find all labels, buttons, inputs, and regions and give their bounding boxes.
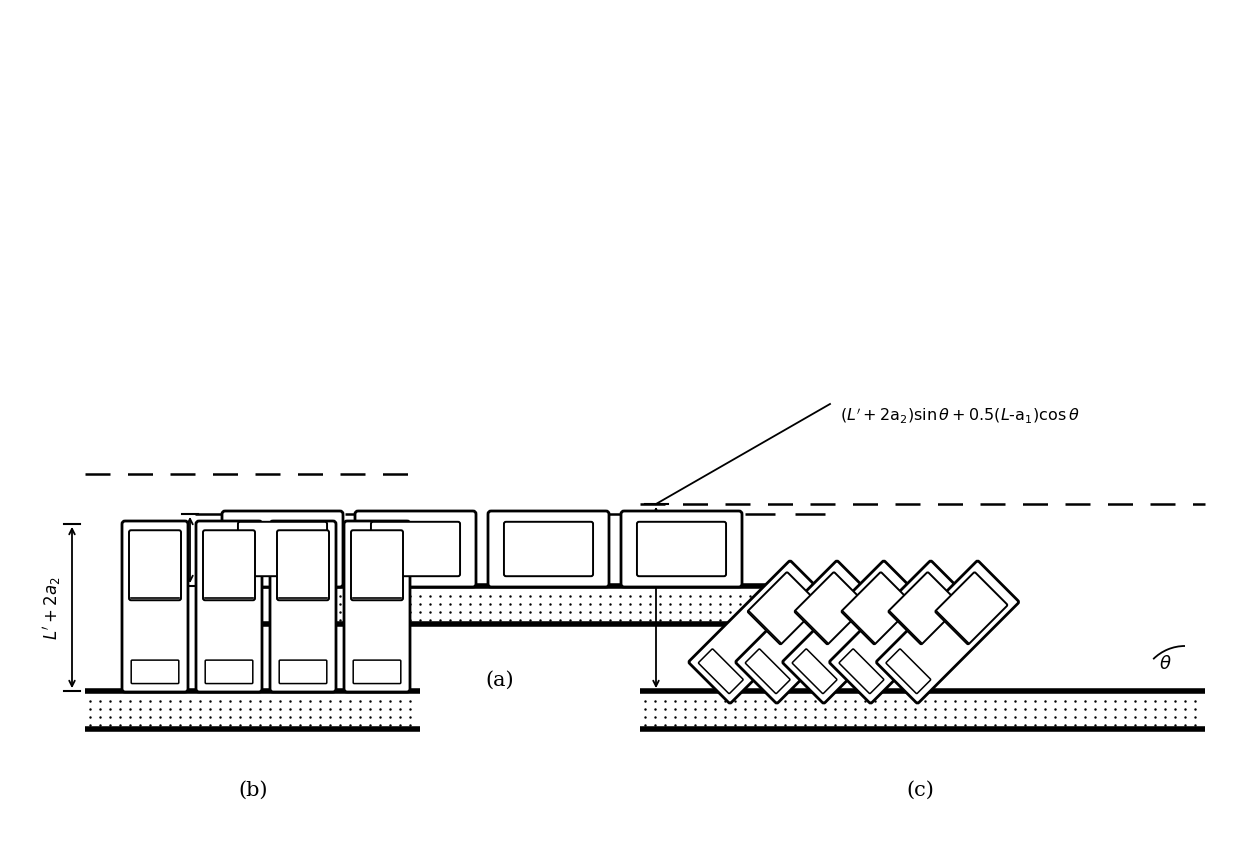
FancyBboxPatch shape: [131, 660, 179, 684]
Text: (b): (b): [238, 780, 268, 798]
FancyBboxPatch shape: [503, 522, 593, 576]
FancyBboxPatch shape: [887, 649, 931, 694]
Bar: [640, 691, 1205, 729]
Text: $L^{\prime}+2a_2$: $L^{\prime}+2a_2$: [41, 576, 63, 640]
FancyBboxPatch shape: [222, 511, 343, 587]
FancyBboxPatch shape: [839, 649, 884, 694]
FancyBboxPatch shape: [621, 511, 742, 587]
FancyBboxPatch shape: [196, 522, 262, 692]
Bar: [195, 587, 835, 625]
FancyBboxPatch shape: [371, 522, 460, 576]
FancyBboxPatch shape: [129, 531, 181, 601]
FancyBboxPatch shape: [279, 660, 327, 684]
FancyBboxPatch shape: [842, 573, 914, 645]
FancyBboxPatch shape: [689, 561, 831, 703]
FancyBboxPatch shape: [935, 573, 1007, 645]
FancyBboxPatch shape: [830, 561, 972, 703]
FancyBboxPatch shape: [238, 522, 327, 576]
Text: (c): (c): [906, 780, 934, 798]
FancyBboxPatch shape: [877, 561, 1018, 703]
FancyBboxPatch shape: [795, 573, 867, 645]
FancyBboxPatch shape: [698, 649, 743, 694]
FancyBboxPatch shape: [748, 573, 820, 645]
Text: $L+a_1$: $L+a_1$: [157, 527, 179, 575]
FancyBboxPatch shape: [792, 649, 837, 694]
FancyBboxPatch shape: [205, 660, 253, 684]
FancyBboxPatch shape: [637, 522, 727, 576]
FancyBboxPatch shape: [351, 531, 403, 601]
FancyBboxPatch shape: [782, 561, 925, 703]
FancyBboxPatch shape: [353, 660, 401, 684]
FancyBboxPatch shape: [889, 573, 961, 645]
FancyBboxPatch shape: [745, 649, 790, 694]
FancyBboxPatch shape: [270, 522, 336, 692]
FancyBboxPatch shape: [735, 561, 878, 703]
FancyBboxPatch shape: [489, 511, 609, 587]
FancyBboxPatch shape: [203, 531, 255, 601]
FancyBboxPatch shape: [277, 531, 329, 601]
FancyBboxPatch shape: [355, 511, 476, 587]
Text: $\theta$: $\theta$: [1158, 654, 1172, 672]
Text: (a): (a): [486, 669, 515, 689]
FancyBboxPatch shape: [343, 522, 410, 692]
Text: $(L^{\prime}+2\mathrm{a}_2)\sin\theta+0.5(L\text{-}\mathrm{a}_1)\cos\theta$: $(L^{\prime}+2\mathrm{a}_2)\sin\theta+0.…: [841, 404, 1080, 425]
FancyBboxPatch shape: [122, 522, 188, 692]
Bar: [86, 691, 420, 729]
